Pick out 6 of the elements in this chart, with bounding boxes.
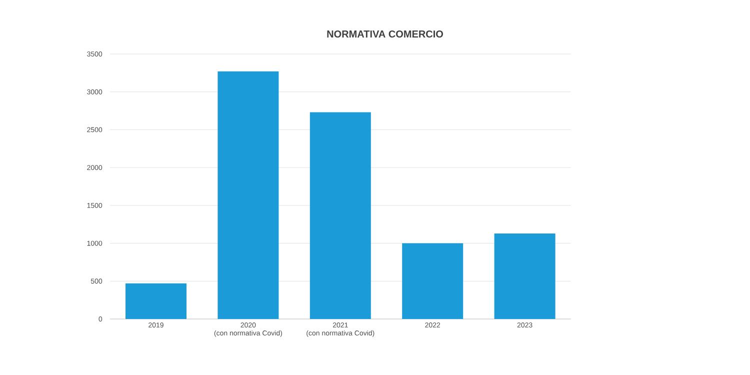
bar (126, 283, 186, 319)
chart-title: NORMATIVA COMERCIO (327, 30, 443, 38)
bar (494, 233, 556, 319)
bar (402, 243, 464, 319)
bar (218, 71, 279, 319)
bar (310, 112, 371, 319)
